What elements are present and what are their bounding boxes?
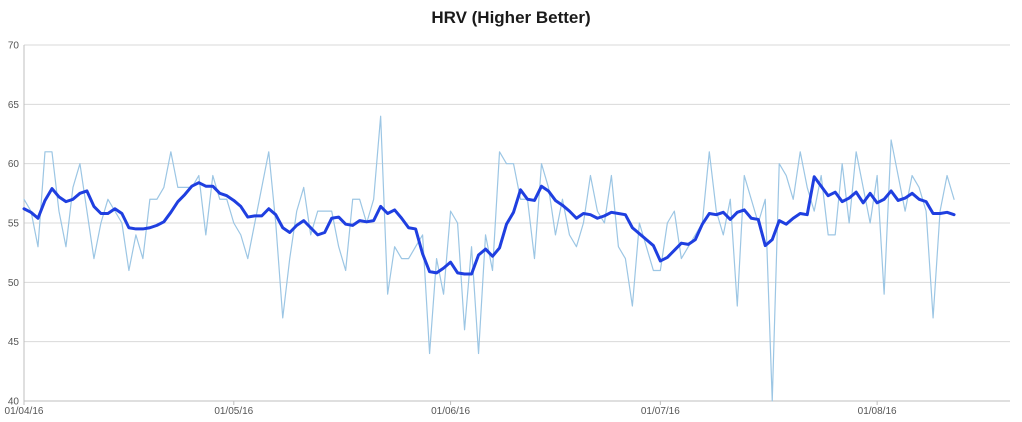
y-tick-label-40: 40 xyxy=(8,397,20,408)
y-tick-label-55: 55 xyxy=(8,219,20,230)
y-tick-label-60: 60 xyxy=(8,159,20,170)
x-tick-label-0: 01/04/16 xyxy=(5,406,44,417)
series-line-daily xyxy=(23,115,955,402)
x-tick-label-4: 01/08/16 xyxy=(858,406,897,417)
y-tick-label-70: 70 xyxy=(8,41,20,52)
x-tick-label-3: 01/07/16 xyxy=(641,406,680,417)
y-tick-label-65: 65 xyxy=(8,100,20,111)
chart-title: HRV (Higher Better) xyxy=(431,8,591,27)
y-tick-label-50: 50 xyxy=(8,278,20,289)
y-tick-label-45: 45 xyxy=(8,337,20,348)
x-tick-label-2: 01/06/16 xyxy=(431,406,470,417)
series-line-average xyxy=(22,175,956,276)
x-tick-label-1: 01/05/16 xyxy=(214,406,253,417)
